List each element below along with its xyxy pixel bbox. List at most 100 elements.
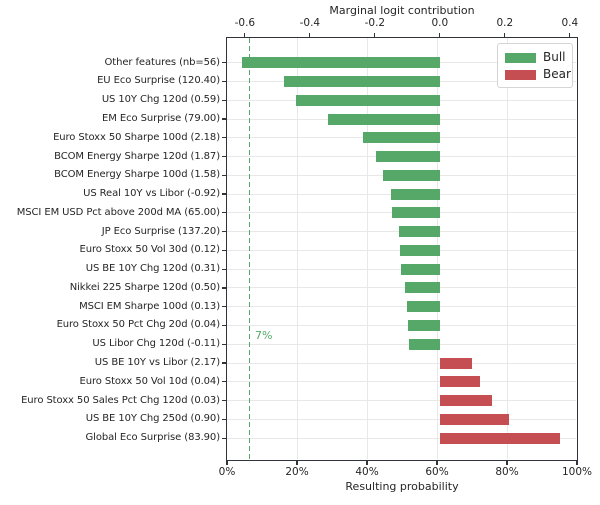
y-axis-tick	[222, 118, 226, 120]
category-label: Euro Stoxx 50 Vol 30d (0.12)	[79, 244, 220, 256]
bar-bull	[398, 226, 440, 238]
threshold-label: 7%	[255, 329, 273, 342]
top-axis-tick-label: -0.2	[364, 17, 386, 29]
bar-bull	[408, 338, 440, 350]
y-axis-tick	[222, 174, 226, 176]
bar-bear	[439, 376, 480, 388]
top-axis-tick	[374, 33, 376, 37]
bottom-axis-tick-label: 80%	[495, 466, 519, 478]
bottom-axis-tick	[296, 461, 298, 465]
category-label: Nikkei 225 Sharpe 120d (0.50)	[69, 281, 220, 293]
gridline-vertical	[296, 38, 298, 459]
bull-swatch-icon	[505, 52, 536, 63]
gridline-horizontal	[227, 362, 576, 364]
gridline-horizontal	[227, 324, 576, 326]
category-label: US 10Y Chg 120d (0.59)	[101, 94, 220, 106]
bar-bear	[439, 395, 492, 407]
top-axis-tick	[244, 33, 246, 37]
bar-bear	[439, 413, 510, 425]
bottom-axis-tick	[436, 461, 438, 465]
bottom-axis-tick-label: 0%	[218, 466, 236, 478]
category-label: US Real 10Y vs Libor (-0.92)	[83, 188, 220, 200]
bottom-axis-tick-label: 60%	[425, 466, 449, 478]
gridline-horizontal	[227, 418, 576, 420]
category-label: Global Eco Surprise (83.90)	[85, 432, 221, 444]
top-axis-tick	[439, 33, 441, 37]
y-axis-tick	[222, 437, 226, 439]
legend-item-bull: Bull	[505, 49, 572, 66]
bar-bull	[382, 169, 440, 181]
legend-label-bull: Bull	[543, 50, 566, 64]
category-label: EU Eco Surprise (120.40)	[97, 75, 220, 87]
gridline-horizontal	[227, 343, 576, 345]
legend-item-bear: Bear	[505, 66, 572, 83]
bar-bull	[406, 301, 440, 313]
category-label: MSCI EM USD Pct above 200d MA (65.00)	[16, 206, 220, 218]
y-axis-tick	[222, 193, 226, 195]
gridline-horizontal	[227, 306, 576, 308]
y-axis-tick	[222, 62, 226, 64]
category-label: Euro Stoxx 50 Sales Pct Chg 120d (0.03)	[21, 394, 220, 406]
category-label: US BE 10Y Chg 250d (0.90)	[85, 413, 220, 425]
gridline-vertical	[366, 38, 368, 459]
y-axis-tick	[222, 155, 226, 158]
category-label: US Libor Chg 120d (-0.11)	[92, 338, 220, 350]
y-axis-tick	[222, 80, 226, 83]
y-axis-tick	[222, 99, 226, 101]
category-label: Euro Stoxx 50 Vol 10d (0.04)	[79, 375, 220, 387]
legend: Bull Bear	[497, 43, 573, 88]
bar-bear	[439, 357, 472, 369]
y-axis-tick	[222, 343, 226, 345]
y-axis-tick	[222, 418, 226, 420]
category-label: Other features (nb=56)	[104, 56, 221, 68]
bar-bull	[362, 132, 440, 144]
top-axis-tick	[309, 33, 311, 37]
bar-bull	[400, 244, 440, 256]
category-label: BCOM Energy Sharpe 120d (1.87)	[54, 150, 220, 162]
gridline-horizontal	[227, 400, 576, 402]
bar-bull	[408, 319, 440, 331]
top-axis-tick-label: 0.4	[561, 17, 579, 29]
top-axis-title: Marginal logit contribution	[329, 4, 475, 17]
bar-bull	[400, 263, 440, 275]
y-axis-tick	[222, 381, 226, 383]
y-axis-tick	[222, 137, 226, 139]
top-axis-tick-label: 0.2	[496, 17, 514, 29]
category-label: BCOM Energy Sharpe 100d (1.58)	[54, 169, 220, 181]
bar-bull	[241, 57, 440, 69]
gridline-horizontal	[227, 381, 576, 383]
bottom-axis-tick	[226, 461, 228, 465]
category-label: Euro Stoxx 50 Sharpe 100d (2.18)	[53, 131, 220, 143]
y-axis-tick	[222, 249, 226, 251]
top-axis-tick	[569, 33, 571, 37]
bar-bull	[296, 94, 440, 106]
bottom-axis-tick	[366, 461, 368, 465]
bottom-axis-tick	[576, 461, 578, 465]
y-axis-tick	[222, 287, 226, 289]
bottom-axis-tick-label: 20%	[285, 466, 309, 478]
category-label: EM Eco Surprise (79.00)	[102, 113, 220, 124]
bar-bull	[391, 207, 440, 219]
bottom-axis-tick-label: 40%	[355, 466, 379, 478]
y-axis-tick	[222, 399, 226, 402]
gridline-horizontal	[227, 287, 576, 289]
category-label: US BE 10Y vs Libor (2.17)	[94, 357, 220, 369]
bar-bull	[283, 75, 440, 87]
y-axis-tick	[222, 306, 226, 308]
y-axis-tick	[222, 324, 226, 327]
gridline-horizontal	[227, 437, 576, 439]
y-axis-tick	[222, 362, 226, 364]
category-label: JP Eco Surprise (137.20)	[101, 225, 220, 237]
bottom-axis-tick-label: 100%	[561, 466, 593, 478]
category-label: US BE 10Y Chg 120d (0.31)	[85, 263, 220, 275]
top-axis-tick-label: 0.0	[431, 17, 449, 29]
gridline-vertical	[506, 38, 508, 459]
bar-bull	[375, 151, 440, 163]
category-label: Euro Stoxx 50 Pct Chg 20d (0.04)	[56, 319, 221, 331]
bar-bull	[405, 282, 440, 294]
threshold-dashed-line	[248, 38, 251, 459]
legend-label-bear: Bear	[543, 67, 571, 81]
bar-bear	[439, 432, 560, 444]
top-axis-tick-label: -0.6	[234, 17, 256, 29]
